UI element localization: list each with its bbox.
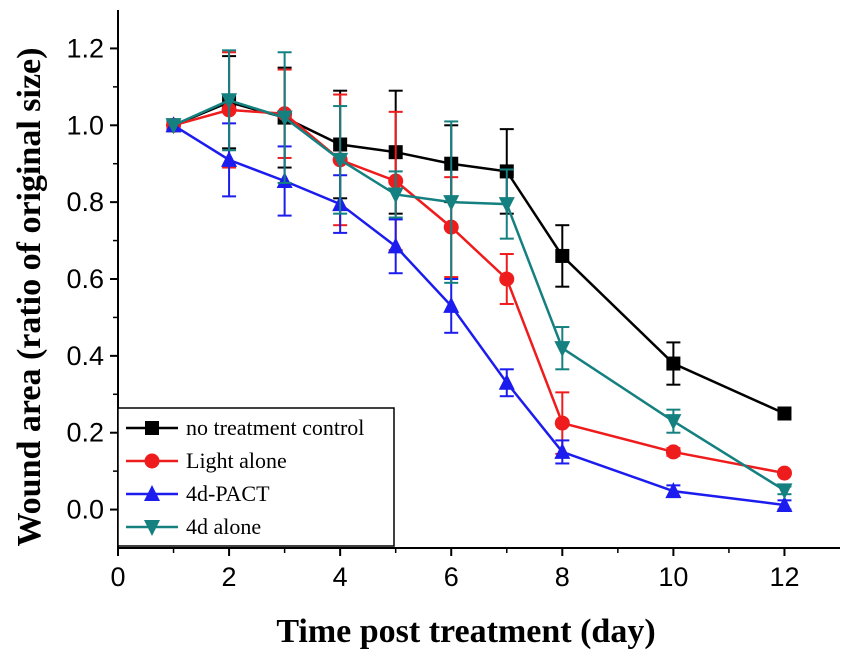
legend-box	[117, 407, 395, 547]
data-point	[443, 195, 460, 212]
data-point	[165, 118, 182, 135]
data-series	[165, 49, 793, 512]
y-tick-label: 0.0	[66, 495, 104, 525]
data-point	[443, 296, 460, 313]
data-point	[665, 482, 682, 499]
legend-marker	[144, 520, 160, 536]
data-point	[665, 414, 682, 431]
series-line	[173, 98, 786, 492]
data-point	[665, 444, 681, 460]
data-point	[554, 442, 571, 459]
y-tick-label: 0.2	[66, 418, 104, 448]
y-tick-label: 0.4	[66, 341, 104, 371]
data-point	[554, 341, 571, 358]
axis-ticks: 0 2 4 6 8 10 12 0.0 0.2 0.4 0.6 0.8 1.0 1.2	[66, 33, 799, 592]
legend-marker	[145, 421, 159, 435]
data-point	[276, 110, 293, 127]
legend: no treatment control Light alone 4d-PACT 4d…	[117, 407, 395, 547]
data-point	[555, 248, 570, 263]
y-tick-label: 1.2	[66, 33, 104, 63]
y-tick-label: 0.6	[66, 264, 104, 294]
legend-label: no treatment control	[186, 415, 364, 440]
series-line	[173, 108, 785, 475]
x-tick-label: 0	[110, 562, 125, 592]
data-point	[554, 415, 570, 431]
series-line	[172, 124, 785, 507]
legend-label: Light alone	[186, 448, 287, 473]
x-tick-label: 2	[222, 562, 237, 592]
legend-label: 4d alone	[186, 514, 261, 539]
data-point	[777, 406, 792, 421]
x-tick-label: 8	[555, 562, 570, 592]
y-tick-label: 0.8	[66, 187, 104, 217]
series-4d-pact	[165, 116, 793, 512]
x-tick-label: 12	[769, 562, 799, 592]
y-axis-title: Wound area (ratio of original size)	[11, 48, 48, 547]
x-axis-title: Time post treatment (day)	[276, 613, 655, 650]
data-point	[498, 197, 515, 214]
y-tick-label: 1.0	[66, 110, 104, 140]
data-point	[221, 93, 238, 110]
data-point	[387, 237, 404, 254]
data-point	[221, 150, 238, 167]
data-point	[387, 187, 404, 204]
legend-marker	[144, 485, 160, 501]
data-point	[776, 465, 792, 481]
data-point	[776, 495, 793, 512]
x-tick-label: 6	[444, 562, 459, 592]
data-point	[776, 483, 793, 500]
data-point	[666, 356, 681, 371]
x-tick-label: 4	[333, 562, 348, 592]
data-point	[499, 271, 515, 287]
legend-marker	[144, 453, 160, 469]
data-point	[332, 152, 349, 169]
x-tick-label: 10	[658, 562, 688, 592]
series-4d-alone	[165, 49, 793, 500]
legend-label: 4d-PACT	[186, 481, 270, 506]
data-point	[498, 373, 515, 390]
